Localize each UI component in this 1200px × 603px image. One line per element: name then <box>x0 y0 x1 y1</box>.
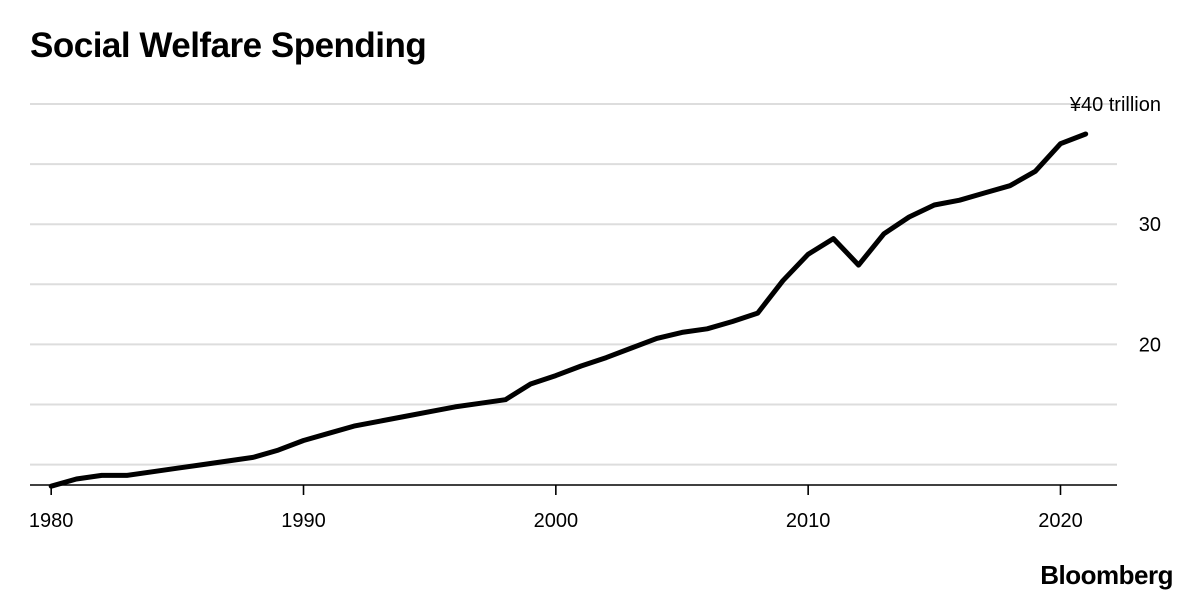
bloomberg-logo: Bloomberg <box>1040 560 1173 590</box>
y-tick-label-30: 30 <box>1139 214 1161 236</box>
series-line <box>48 131 1089 489</box>
x-tick-label-1990: 1990 <box>281 510 326 532</box>
x-ticks: 1980 1990 2000 2010 2020 <box>29 485 1083 532</box>
y-tick-label-40: ¥40 trillion <box>1069 94 1161 116</box>
y-tick-labels: ¥40 trillion 30 20 <box>1069 94 1161 356</box>
gridlines <box>30 103 1117 466</box>
chart-title: Social Welfare Spending <box>30 26 427 65</box>
x-tick-label-1980: 1980 <box>29 510 74 532</box>
x-tick-label-2010: 2010 <box>786 510 831 532</box>
y-tick-label-20: 20 <box>1139 334 1161 356</box>
x-tick-label-2020: 2020 <box>1038 510 1083 532</box>
x-tick-label-2000: 2000 <box>534 510 579 532</box>
